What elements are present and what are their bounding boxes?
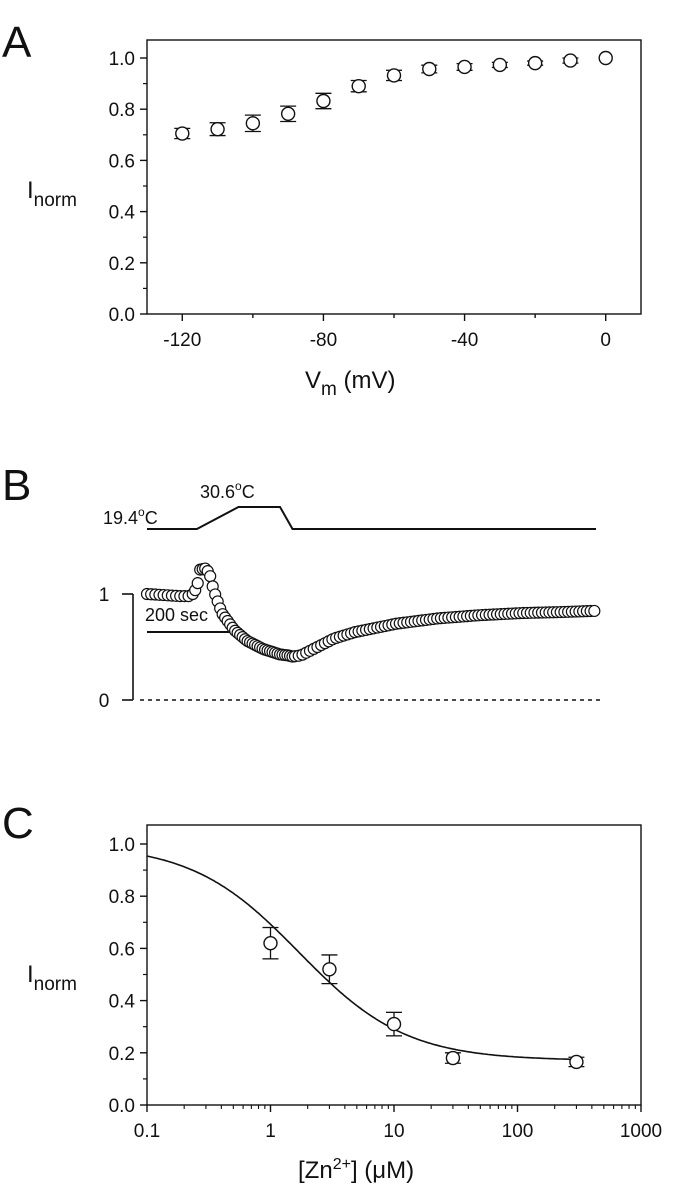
panel-c-frame <box>146 824 642 1106</box>
panel-a-x-axis-label: Vm (mV) <box>305 367 396 400</box>
panel-a-data-point <box>527 55 543 71</box>
panel-c-data-points <box>262 926 585 1070</box>
panel-b-y-tick-label: 1 <box>99 585 110 606</box>
panel-a-data-point <box>386 68 402 83</box>
panel-a-y-tick-label: 0.4 <box>109 203 136 224</box>
panel-a-y-axis-label: Inorm <box>27 177 77 211</box>
panel-c-data-point <box>322 962 337 977</box>
panel-c-data-point <box>569 1054 584 1070</box>
time-scalebar-label: 200 sec <box>145 605 208 625</box>
panel-a-y-tick-label: 0.2 <box>109 254 135 275</box>
panel-a-y-tick-label: 0.8 <box>109 100 135 121</box>
panel-b: B 19.4oC 30.6oC 10 200 sec <box>2 461 601 712</box>
panel-c-y-tick-label: 0.4 <box>109 992 136 1013</box>
panel-a: A 0.0 0.2 0.4 0.6 0.8 1.0 -120 -80 -40 0 Inorm Vm… <box>2 18 642 400</box>
panel-a-x-axis-label-sub: m <box>321 379 337 400</box>
panel-a-data-point <box>563 53 578 68</box>
temp-low-value: 19.4 <box>103 508 138 528</box>
temp-high-degree: o <box>235 479 242 493</box>
panel-c-x-tick-label: 1000 <box>620 1121 662 1142</box>
panel-a-data-point <box>351 78 366 94</box>
panel-c-y-tick-label: 1.0 <box>109 835 135 856</box>
temp-low-degree: o <box>138 505 145 519</box>
panel-c-y-tick-label: 0.8 <box>109 887 135 908</box>
panel-a-data-point <box>492 57 508 73</box>
panel-c-x-tick-label: 0.1 <box>134 1121 160 1142</box>
panel-b-axes: 10 <box>99 585 600 712</box>
panel-a-data-point <box>316 93 331 109</box>
panel-c-y-tick-label: 0.6 <box>109 939 135 960</box>
temp-low-unit: C <box>145 508 158 528</box>
panel-a-data-point <box>598 50 613 66</box>
panel-c-y-axis-label-sub: norm <box>34 974 77 995</box>
panel-a-data-point <box>245 116 261 131</box>
panel-a-x-tick-label: -80 <box>310 330 337 351</box>
panel-c-data-point <box>445 1050 461 1066</box>
panel-a-data-point <box>457 59 472 75</box>
panel-c-label: C <box>2 799 34 848</box>
panel-c-x-tick-label: 10 <box>383 1121 404 1142</box>
panel-c-axes: 0.0 0.2 0.4 0.6 0.8 1.0 0.1 1 10 100 1000 <box>109 824 662 1142</box>
panel-c-x-axis-label-ion: [Zn <box>298 1157 333 1184</box>
panel-a-y-tick-label: 0.0 <box>109 305 135 326</box>
panel-a-axes: 0.0 0.2 0.4 0.6 0.8 1.0 -120 -80 -40 0 <box>109 39 642 351</box>
panel-c-x-tick-label: 1 <box>265 1121 276 1142</box>
panel-a-data-point <box>422 61 437 77</box>
panel-b-data-points <box>140 562 601 663</box>
panel-a-x-tick-label: -40 <box>451 330 478 351</box>
panel-b-label: B <box>2 461 31 510</box>
panel-a-y-tick-label: 0.6 <box>109 151 135 172</box>
panel-c-x-axis-label-unit: (μM) <box>358 1157 414 1184</box>
panel-a-x-axis-label-unit: (mV) <box>337 367 396 394</box>
panel-c-y-tick-label: 0.2 <box>109 1044 135 1065</box>
panel-c-x-axis-label-close: ] <box>351 1157 358 1184</box>
panel-b-data-point <box>191 577 204 590</box>
panel-c-x-tick-label: 100 <box>502 1121 534 1142</box>
panel-b-data-point <box>588 604 601 618</box>
panel-a-y-axis-label-main: I <box>27 177 34 204</box>
panel-b-y-tick-label: 0 <box>99 691 110 712</box>
panel-c-y-axis-label-main: I <box>27 961 34 988</box>
panel-b-data-point <box>204 570 217 583</box>
panel-c-y-tick-label: 0.0 <box>109 1096 135 1117</box>
panel-a-y-axis-label-sub: norm <box>34 190 77 211</box>
panel-c-data-point <box>386 1016 402 1032</box>
panel-c-y-axis-label: Inorm <box>27 961 77 995</box>
temp-high-unit: C <box>242 482 255 502</box>
panel-c-data-point <box>263 935 278 951</box>
panel-a-data-point <box>210 121 225 137</box>
panel-a-data-points <box>174 50 613 141</box>
panel-a-x-tick-label: -120 <box>163 330 201 351</box>
panel-a-x-tick-label: 0 <box>600 330 611 351</box>
temp-low-label: 19.4oC <box>103 505 158 528</box>
panel-a-x-axis-label-main: V <box>305 367 321 394</box>
panel-a-y-tick-label: 1.0 <box>109 49 135 70</box>
panel-a-label: A <box>2 18 32 67</box>
panel-a-data-point <box>280 106 296 122</box>
panel-c-x-axis-label-charge: 2+ <box>333 1156 351 1173</box>
panel-a-data-point <box>175 126 190 141</box>
temp-high-label: 30.6oC <box>200 479 255 502</box>
panel-c-x-axis-label: [Zn2+] (μM) <box>298 1156 414 1184</box>
temperature-trace <box>147 506 596 530</box>
panel-c-fit-curve <box>146 855 577 1061</box>
temp-high-value: 30.6 <box>200 482 235 502</box>
panel-c: C 0.00.20.40.60.81.00.1 1 10 100 1000 Inorm … <box>2 799 662 1184</box>
